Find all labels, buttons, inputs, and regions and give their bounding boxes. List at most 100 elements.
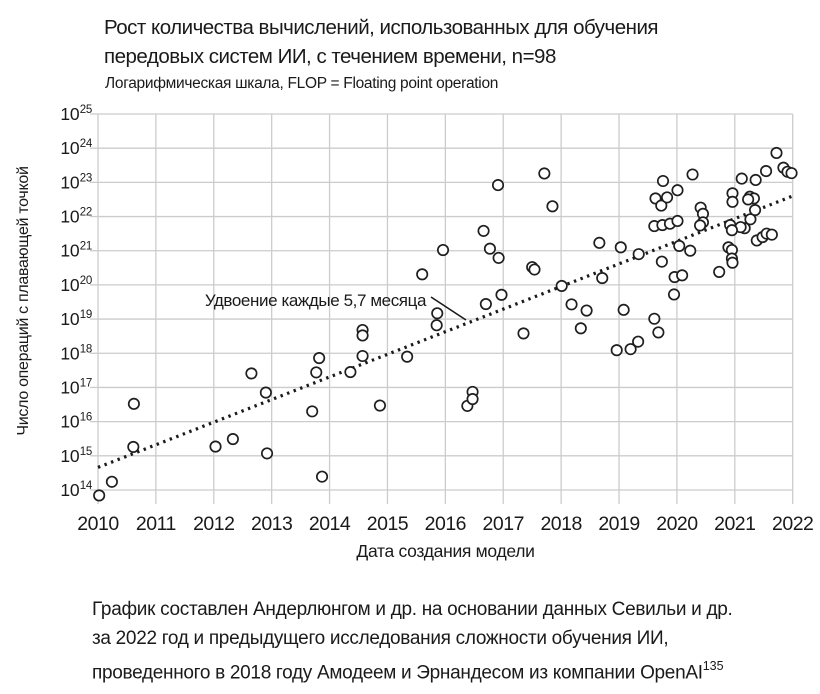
source-note-line2: за 2022 год и предыдущего исследования с…: [92, 628, 669, 649]
x-tick-label: 2015: [367, 513, 409, 535]
data-point: [655, 255, 668, 268]
data-point: [614, 241, 627, 254]
x-tick-label: 2021: [714, 513, 755, 535]
y-tick-label: 1017: [60, 377, 92, 397]
data-point: [726, 195, 739, 208]
data-point: [726, 256, 739, 269]
data-point: [105, 475, 118, 488]
data-point: [593, 236, 606, 249]
data-point: [655, 199, 668, 212]
data-point: [760, 165, 773, 178]
y-tick-label: 1015: [60, 446, 92, 466]
x-tick-label: 2010: [77, 513, 119, 535]
y-tick-label: 1024: [60, 138, 92, 158]
source-note-line1: График составлен Андерлюнгом и др. на ос…: [92, 599, 733, 620]
data-point: [785, 167, 798, 180]
data-point: [310, 366, 323, 379]
data-point: [744, 213, 757, 226]
data-point: [725, 224, 738, 237]
doubling-annotation-label: Удвоение каждые 5,7 месяца: [205, 291, 427, 310]
data-point: [477, 224, 490, 237]
data-point: [356, 329, 369, 342]
data-point: [596, 272, 609, 285]
data-point: [344, 366, 357, 379]
data-point: [652, 326, 665, 339]
data-point: [632, 248, 645, 261]
data-point: [127, 397, 140, 410]
data-point: [430, 319, 443, 332]
y-tick-label: 1014: [60, 480, 92, 500]
data-point: [673, 239, 686, 252]
data-point: [765, 228, 778, 241]
data-point: [491, 179, 505, 192]
data-point: [306, 405, 319, 418]
data-point: [565, 298, 578, 311]
chart-title-line2: передовых систем ИИ, с течением времени,…: [104, 45, 556, 68]
y-tick-label: 1023: [60, 172, 92, 192]
data-point: [259, 386, 272, 399]
data-point: [479, 297, 492, 311]
x-tick-label: 2016: [425, 513, 466, 535]
source-note-line3-text: проведенного в 2018 году Амодеем и Эрнан…: [92, 662, 703, 684]
chart-subtitle: Логарифмическая шкала, FLOP = Floating p…: [105, 75, 499, 92]
data-point: [671, 214, 684, 228]
x-tick-label: 2013: [251, 513, 292, 535]
data-point: [574, 322, 587, 335]
data-point: [713, 265, 726, 278]
data-point: [127, 440, 140, 453]
data-point: [676, 269, 689, 282]
data-point: [742, 193, 755, 206]
y-tick-label: 1018: [60, 343, 92, 363]
data-point: [93, 489, 106, 502]
data-point: [610, 344, 623, 357]
data-point: [315, 470, 329, 483]
chart-title-line1: Рост количества вычислений, использованн…: [104, 16, 659, 39]
data-point: [373, 399, 386, 412]
x-tick-label: 2012: [193, 513, 234, 535]
y-tick-label: 1021: [60, 241, 92, 261]
x-tick-label: 2014: [309, 513, 351, 535]
source-note: График составлен Андерлюнгом и др. на ос…: [92, 595, 733, 687]
data-point: [686, 168, 699, 181]
x-tick-label: 2011: [136, 513, 176, 535]
data-point: [260, 447, 274, 460]
trend-line: [97, 194, 794, 469]
data-point: [749, 203, 762, 217]
data-point: [226, 433, 239, 446]
x-tick-label: 2019: [598, 513, 639, 535]
y-tick-label: 1019: [60, 309, 92, 329]
y-tick-label: 1016: [60, 412, 92, 432]
data-point: [245, 367, 258, 380]
x-tick-label: 2020: [656, 513, 698, 535]
x-tick-label: 2017: [483, 513, 524, 535]
data-point: [656, 174, 670, 188]
data-point: [401, 350, 414, 363]
data-point: [694, 219, 707, 232]
data-point: [495, 288, 508, 301]
data-point: [632, 335, 645, 348]
data-point: [735, 172, 748, 185]
citation-superscript: 135: [702, 659, 724, 673]
x-axis-title: Дата создания модели: [356, 541, 535, 561]
data-point: [416, 268, 429, 281]
data-point: [313, 351, 326, 365]
y-tick-label: 1025: [60, 104, 92, 124]
data-point: [770, 146, 783, 160]
data-point: [661, 191, 674, 204]
data-point: [617, 303, 630, 316]
data-point: [492, 251, 505, 264]
data-point: [667, 288, 681, 301]
data-point: [624, 343, 637, 356]
data-point: [528, 263, 541, 276]
data-point: [466, 393, 479, 406]
x-tick-label: 2018: [540, 513, 581, 535]
y-tick-label: 1020: [60, 275, 92, 295]
annotation-pointer-line: [430, 296, 467, 321]
data-point: [483, 242, 496, 255]
x-tick-label: 2022: [772, 513, 813, 535]
data-point: [431, 307, 444, 320]
data-point: [356, 349, 369, 363]
data-point: [684, 244, 697, 257]
data-point: [517, 327, 530, 340]
